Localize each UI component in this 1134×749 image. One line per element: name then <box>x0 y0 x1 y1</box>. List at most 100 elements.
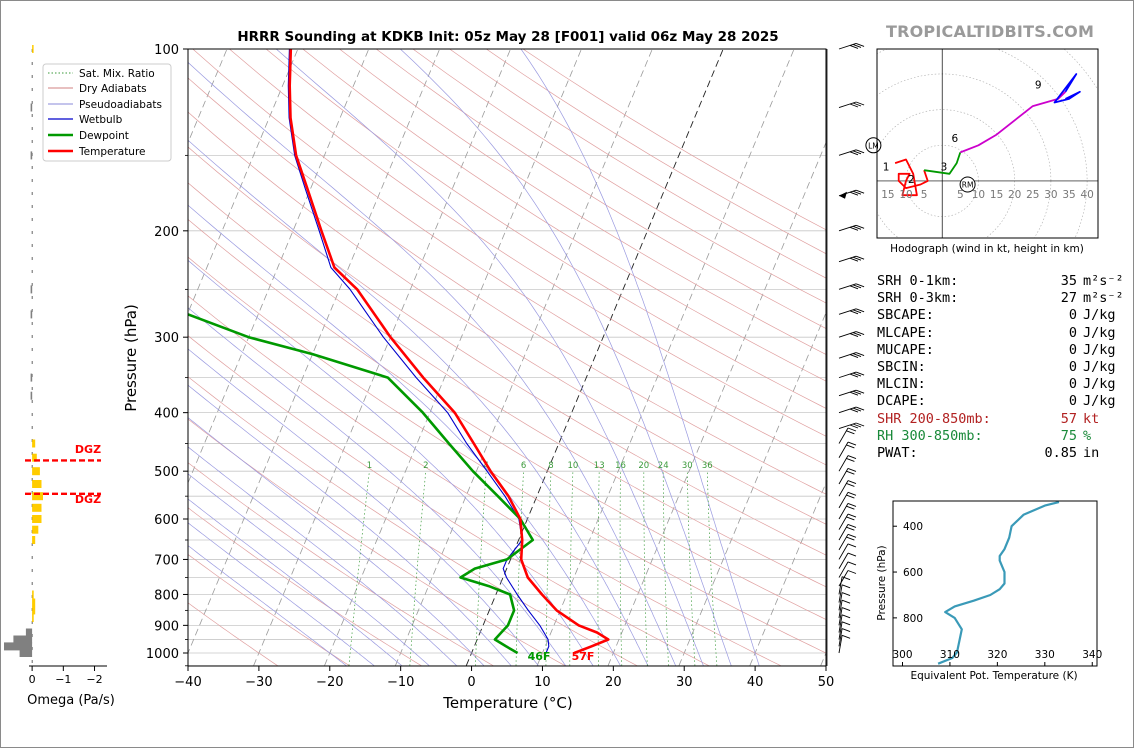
parameter-label: SBCIN: <box>877 359 926 376</box>
temperature-axis-label: Temperature (°C) <box>442 694 572 712</box>
temperature-tick-label: 10 <box>534 675 551 690</box>
omega-bar <box>32 504 41 512</box>
wind-barb <box>839 390 864 396</box>
pseudoadiabat <box>698 653 703 666</box>
parameter-value: 0 <box>1007 307 1077 324</box>
svg-text:Sat. Mix. Ratio: Sat. Mix. Ratio <box>79 68 155 80</box>
omega-bar <box>32 480 41 488</box>
pressure-tick-label: 300 <box>154 331 179 346</box>
omega-tick-label: 0 <box>29 673 36 686</box>
sat-mixing-ratio-line <box>644 471 648 666</box>
wind-barb <box>839 309 864 315</box>
wind-barb <box>839 428 856 444</box>
temperature-tick-label: 20 <box>605 675 622 690</box>
parameter-unit: J/kg <box>1083 393 1116 410</box>
omega-bar <box>4 642 32 650</box>
pressure-tick-label: 200 <box>154 225 179 240</box>
mixing-ratio-label: 1 <box>367 461 372 471</box>
parameter-unit: kt <box>1083 411 1099 428</box>
mixing-ratio-label: 13 <box>594 461 605 471</box>
sat-mixing-ratio-line <box>620 471 622 666</box>
parameter-label: MUCAPE: <box>877 342 934 359</box>
temperature-tick-label: −20 <box>316 675 343 690</box>
omega-bar <box>32 606 35 614</box>
isotherm-line <box>537 49 794 666</box>
temperature-tick-label: 30 <box>676 675 693 690</box>
dry-adiabat <box>46 49 997 666</box>
wind-barb <box>839 503 856 519</box>
omega-bar <box>32 591 34 599</box>
omega-bar <box>31 151 33 159</box>
parameter-label: PWAT: <box>877 445 918 462</box>
parameter-unit: m²s⁻² <box>1083 290 1124 307</box>
mixing-ratio-label: 20 <box>638 461 649 471</box>
wind-barb <box>839 442 856 458</box>
pseudoadiabat <box>500 653 511 666</box>
surface-temp-label: 57F <box>572 650 595 663</box>
mixing-ratio-label: 10 <box>567 461 578 471</box>
sat-mixing-ratio-line <box>516 471 524 666</box>
omega-bar <box>26 629 32 637</box>
hodograph-tick-label: 35 <box>1062 189 1075 201</box>
theta-e-pressure-label: 600 <box>903 567 923 579</box>
omega-bar <box>32 599 35 607</box>
dry-adiabat <box>229 49 1134 666</box>
parameter-value: 0.85 <box>1007 445 1077 462</box>
pseudoadiabat <box>642 653 648 666</box>
svg-text:Dewpoint: Dewpoint <box>79 130 129 142</box>
theta-e-pressure-label: 400 <box>903 521 923 533</box>
wind-barb <box>839 102 864 108</box>
omega-bar <box>31 285 33 293</box>
parameter-label: SBCAPE: <box>877 307 934 324</box>
theta-e-axis-label: Equivalent Pot. Temperature (K) <box>910 670 1077 682</box>
pressure-tick-label: 600 <box>154 513 179 528</box>
chart-title: HRRR Sounding at KDKB Init: 05z May 28 [… <box>237 29 778 45</box>
parameter-label: MLCIN: <box>877 376 926 393</box>
hodograph-segment <box>1055 74 1080 103</box>
omega-tick-label: −2 <box>86 673 102 686</box>
wind-barb <box>839 332 864 338</box>
wind-barb <box>839 534 856 550</box>
theta-e-pressure-label: Pressure (hPa) <box>876 545 888 620</box>
svg-text:Temperature: Temperature <box>78 146 146 158</box>
omega-bar <box>32 536 35 544</box>
hodograph-tick-label: 25 <box>1026 189 1039 201</box>
parameter-unit: J/kg <box>1083 342 1116 359</box>
hodograph-height-label: 2 <box>908 174 915 186</box>
parameter-value: 0 <box>1007 342 1077 359</box>
svg-text:Wetbulb: Wetbulb <box>79 114 123 126</box>
parameter-label: MLCAPE: <box>877 325 934 342</box>
pseudoadiabat <box>358 653 374 666</box>
dry-adiabat <box>156 49 1134 666</box>
hodograph-tick-label: 15 <box>990 189 1003 201</box>
omega-tick-label: −1 <box>55 673 71 686</box>
pressure-tick-label: 700 <box>154 553 179 568</box>
theta-e-line <box>938 502 1059 664</box>
theta-e-tick-label: 330 <box>1035 649 1055 661</box>
pressure-tick-label: 500 <box>154 465 179 480</box>
pseudoadiabat <box>521 49 755 653</box>
wind-barb <box>839 150 864 156</box>
sat-mixing-ratio-line <box>663 471 668 666</box>
parameter-unit: J/kg <box>1083 325 1116 342</box>
wind-barb <box>839 372 864 378</box>
wind-barb <box>839 190 864 199</box>
parameter-label: SRH 0-1km: <box>877 273 958 290</box>
pseudoadiabat <box>727 653 732 666</box>
parameter-label: RH 300-850mb: <box>877 428 983 445</box>
skew-t-legend: Sat. Mix. Ratio Dry Adiabats Pseudoadiab… <box>43 64 171 161</box>
pressure-tick-label: 100 <box>154 43 179 58</box>
theta-e-tick-label: 310 <box>940 649 960 661</box>
surface-dewpoint-label: 46F <box>528 650 551 663</box>
theta-e-pressure-label: 800 <box>903 613 923 625</box>
hodograph-height-label: 3 <box>941 162 948 174</box>
parameter-unit: % <box>1083 428 1091 445</box>
omega-bar <box>31 104 33 112</box>
parameter-unit: m²s⁻² <box>1083 273 1124 290</box>
parameter-value: 35 <box>1007 273 1077 290</box>
temperature-tick-label: 40 <box>747 675 764 690</box>
dgz-label-bottom: DGZ <box>75 493 101 506</box>
